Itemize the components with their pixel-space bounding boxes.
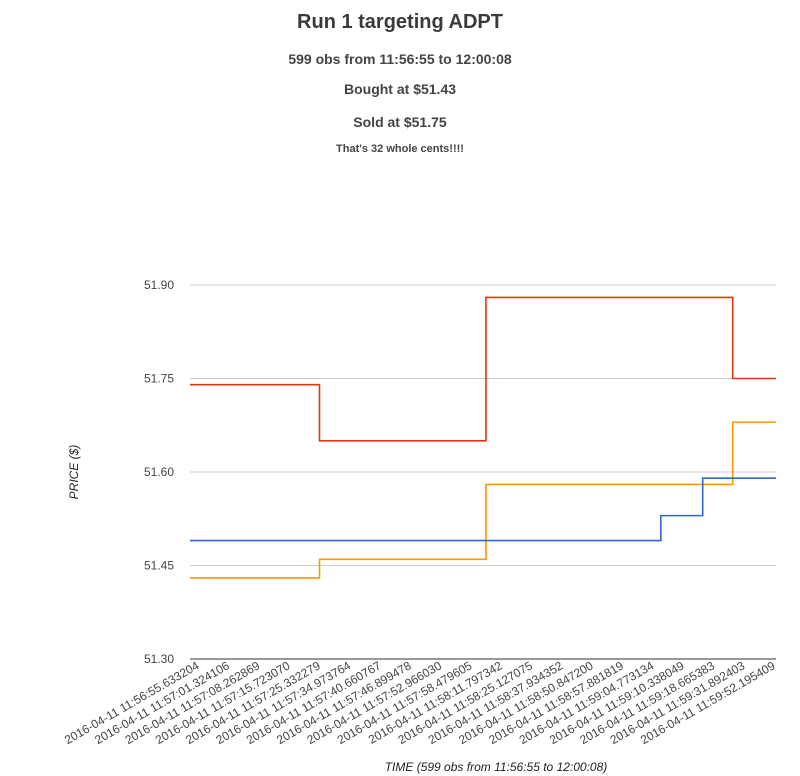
- y-tick-label: 51.60: [144, 465, 174, 479]
- y-tick-label: 51.75: [144, 372, 174, 386]
- x-axis-title: TIME (599 obs from 11:56:55 to 12:00:08): [385, 760, 608, 774]
- y-axis-ticks: 51.30 51.45 51.60 51.75 51.90: [144, 278, 174, 666]
- y-tick-label: 51.45: [144, 559, 174, 573]
- chart-title: Run 1 targeting ADPT: [297, 11, 503, 33]
- y-axis-title: PRICE ($): [67, 445, 81, 500]
- subtitle-bought: Bought at $51.43: [343, 81, 457, 97]
- subtitle-obs: 599 obs from 11:56:55 to 12:00:08: [288, 51, 512, 67]
- subtitle-note: That's 32 whole cents!!!!: [336, 143, 464, 155]
- series-line-2: [190, 421, 776, 579]
- gridlines: [190, 284, 776, 660]
- series-line-1: [190, 296, 776, 442]
- series-lines: [190, 296, 776, 579]
- y-tick-label: 51.90: [144, 278, 174, 292]
- series-line-3: [190, 477, 776, 542]
- subtitle-sold: Sold at $51.75: [353, 114, 447, 130]
- y-tick-label: 51.30: [144, 652, 174, 666]
